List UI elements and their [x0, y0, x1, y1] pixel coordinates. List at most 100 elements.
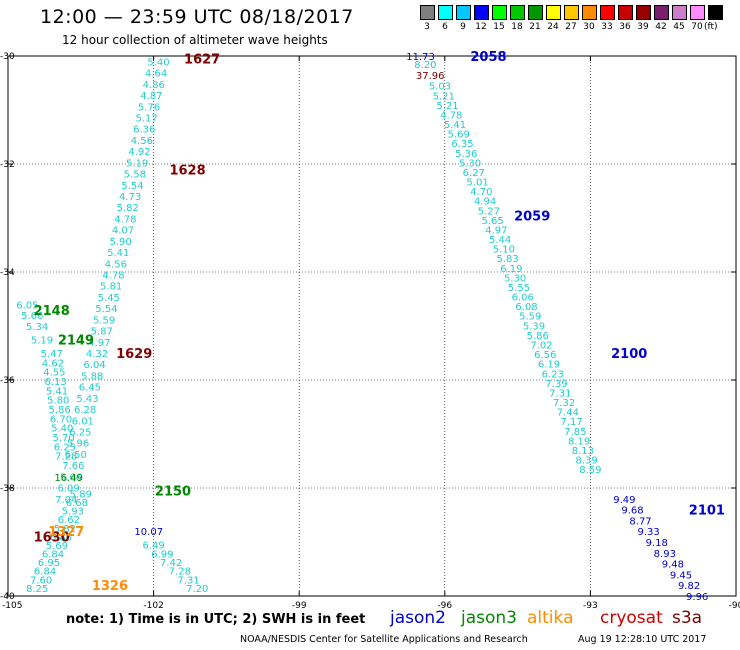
swh-value: 5.81 — [100, 282, 122, 293]
swh-value: 6.25 — [69, 428, 91, 439]
pass-label: 1627 — [184, 53, 220, 68]
legend-swatch — [546, 5, 561, 20]
swh-value: 6.19 — [538, 360, 560, 371]
swh-value: 5.03 — [429, 82, 451, 93]
swh-value: 6.09 — [57, 484, 79, 495]
pass-label: 1628 — [169, 163, 205, 178]
swh-value: 6.88 — [50, 532, 72, 543]
swh-value: 7.44 — [557, 408, 579, 419]
swh-value: 8.25 — [26, 584, 48, 595]
swh-value: 4.78 — [114, 214, 136, 225]
swh-value: 5.27 — [478, 206, 500, 217]
swh-value: 6.50 — [65, 450, 87, 461]
swh-value: 5.21 — [433, 91, 455, 102]
swh-value: 7.28 — [55, 452, 77, 463]
swh-value: 5.76 — [138, 102, 160, 113]
swh-value: 5.54 — [95, 304, 117, 315]
legend-label: 42 — [655, 22, 667, 32]
legend-swatch — [600, 5, 615, 20]
swh-value: 5.59 — [519, 312, 541, 323]
swh-value: 5.66 — [60, 472, 82, 483]
legend-label: 45 — [673, 22, 685, 32]
swh-value: 5.70 — [52, 433, 74, 444]
legend-label: 15 — [493, 22, 505, 32]
swh-value: 4.78 — [440, 110, 462, 121]
swh-value: 5.54 — [121, 181, 143, 192]
swh-value: 5.69 — [448, 130, 470, 141]
swh-value: 7.42 — [160, 558, 182, 569]
swh-value: 5.19 — [31, 336, 53, 347]
credit-line: NOAA/NESDIS Center for Satellite Applica… — [240, 634, 528, 645]
grid-lines — [8, 56, 736, 596]
swh-value: 8.93 — [654, 549, 676, 560]
y-tick-label: -32 — [0, 160, 15, 170]
swh-value: 5.39 — [523, 321, 545, 332]
swh-value: 6.84 — [42, 550, 64, 561]
swh-value: 5.93 — [62, 507, 84, 518]
swh-value: 7.32 — [553, 398, 575, 409]
satellite-s3a: s3a — [672, 608, 703, 628]
swh-value: 6.28 — [74, 405, 96, 416]
swh-value: 5.44 — [489, 235, 511, 246]
swh-value: 6.95 — [38, 558, 60, 569]
swh-value: 6.19 — [500, 264, 522, 275]
swh-value: 7.02 — [530, 340, 552, 351]
swh-value: 7.31 — [177, 575, 199, 586]
swh-value: 5.19 — [126, 158, 148, 169]
axis-ticks: -105 -102 -99 -96 -93 -90 -30 -32 -34 -36 -38 -40 — [0, 52, 740, 611]
page-title: 12:00 — 23:59 UTC 08/18/2017 — [40, 6, 354, 28]
swh-value: 7.28 — [169, 567, 191, 578]
legend-swatch — [510, 5, 525, 20]
swh-value: 10.07 — [134, 527, 163, 538]
swh-value: 8.19 — [568, 436, 590, 447]
swh-value: 5.88 — [81, 371, 103, 382]
pass-label: 2150 — [155, 485, 191, 500]
swh-value: 5.30 — [504, 273, 526, 284]
legend-label: 24 — [547, 22, 559, 32]
swh-value: 5.41 — [444, 120, 466, 131]
y-tick-label: -38 — [0, 484, 15, 494]
data-points: 5.404.644.864.875.765.176.364.564.925.19… — [16, 52, 708, 603]
legend-label: 27 — [565, 22, 577, 32]
legend-label: 18 — [511, 22, 523, 32]
pass-labels: 1627 1628 1629 1630 2058 2059 2100 2101 2148 2149… — [34, 50, 725, 594]
legend-swatch — [708, 5, 723, 20]
x-tick-label: -102 — [143, 601, 163, 611]
legend-label: 33 — [601, 22, 613, 32]
swh-value: 6.49 — [142, 541, 164, 552]
footer-note: note: 1) Time is in UTC; 2) SWH is in fe… — [66, 612, 366, 627]
swh-value: 9.82 — [678, 581, 700, 592]
swh-value: 6.04 — [83, 360, 105, 371]
plot-frame — [7, 55, 737, 597]
swh-value: 9.49 — [613, 495, 635, 506]
satellite-cryosat: cryosat — [600, 608, 663, 628]
swh-value: 5.86 — [48, 405, 70, 416]
swh-value: 8.20 — [414, 60, 436, 71]
swh-value: 5.40 — [147, 57, 169, 68]
swh-value: 4.32 — [86, 349, 108, 360]
legend-swatch — [618, 5, 633, 20]
x-tick-label: -90 — [729, 601, 740, 611]
swh-value: 7.20 — [186, 584, 208, 595]
swh-value: 8.13 — [572, 446, 594, 457]
swh-value: 4.97 — [485, 225, 507, 236]
swh-value: 4.73 — [119, 192, 141, 203]
swh-value: 8.39 — [576, 456, 598, 467]
legend-label: 9 — [460, 22, 466, 32]
swh-value: 6.13 — [45, 377, 67, 388]
swh-value: 5.36 — [455, 149, 477, 160]
swh-value: 4.70 — [470, 187, 492, 198]
legend-label: 3 — [424, 22, 430, 32]
swh-value: 9.68 — [621, 506, 643, 517]
y-tick-label: -30 — [0, 52, 15, 62]
swh-value: 5.66 — [21, 311, 43, 322]
swh-value: 5.55 — [508, 283, 530, 294]
pass-label: 2058 — [470, 50, 506, 65]
legend-swatch — [564, 5, 579, 20]
legend-swatch — [474, 5, 489, 20]
swh-value: 5.40 — [51, 424, 73, 435]
swh-value: 8.59 — [579, 465, 601, 476]
swh-value: 5.69 — [46, 541, 68, 552]
swh-value: 5.65 — [481, 216, 503, 227]
pass-label: 1630 — [34, 531, 70, 546]
